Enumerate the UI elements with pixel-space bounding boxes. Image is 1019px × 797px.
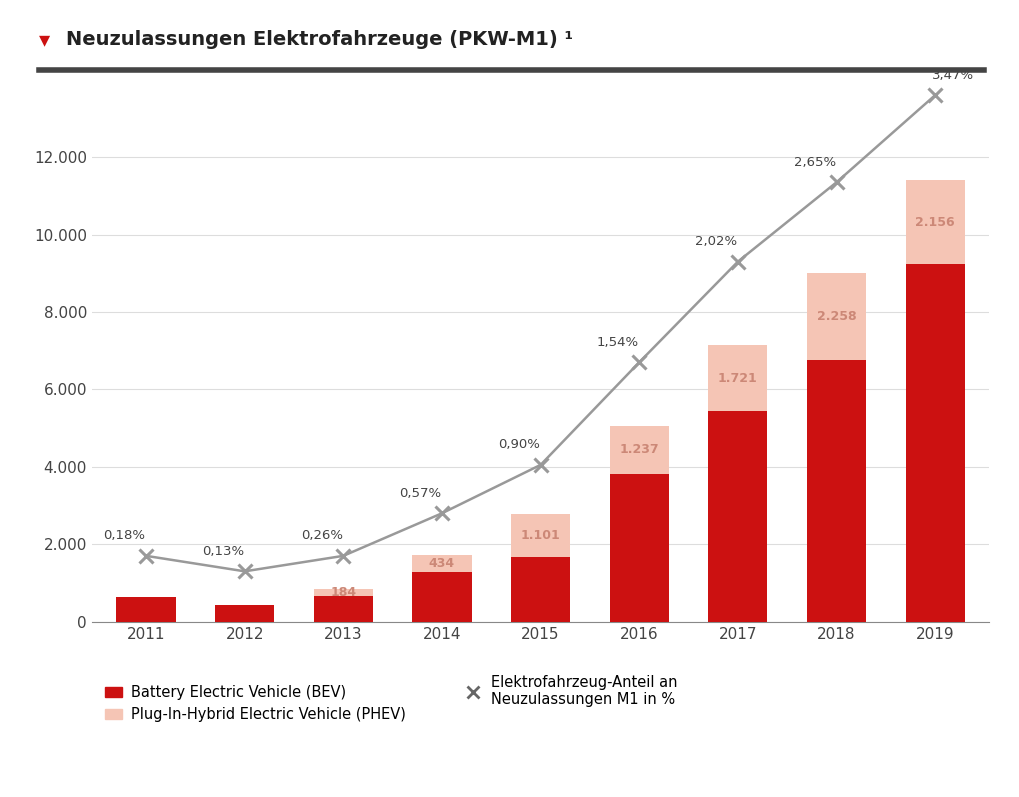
Bar <box>116 597 175 622</box>
Text: 2,65%: 2,65% <box>793 155 835 169</box>
Text: 0,90%: 0,90% <box>497 438 539 451</box>
Bar <box>806 360 865 622</box>
Text: 0,57%: 0,57% <box>398 487 441 500</box>
Text: 1.101: 1.101 <box>521 529 559 542</box>
Bar <box>314 589 373 596</box>
Text: 3.826: 3.826 <box>619 541 658 554</box>
Text: 2,02%: 2,02% <box>694 235 737 248</box>
Bar <box>609 473 668 622</box>
Text: 434: 434 <box>428 557 454 570</box>
Bar <box>412 572 471 622</box>
Bar <box>412 556 471 572</box>
Text: 427: 427 <box>231 607 258 620</box>
Bar <box>707 345 766 411</box>
Bar <box>806 273 865 360</box>
Bar <box>511 557 570 622</box>
Bar <box>905 180 964 264</box>
Bar <box>609 426 668 473</box>
Bar <box>511 514 570 557</box>
Text: 2.156: 2.156 <box>914 216 954 229</box>
Text: Neuzulassungen Elektrofahrzeuge (PKW-M1) ¹: Neuzulassungen Elektrofahrzeuge (PKW-M1)… <box>66 30 573 49</box>
Text: 184: 184 <box>330 587 356 599</box>
Text: 0,13%: 0,13% <box>202 545 244 558</box>
Bar <box>314 596 373 622</box>
Text: 5.433: 5.433 <box>717 510 757 523</box>
Text: 1.237: 1.237 <box>619 443 658 456</box>
Text: 9.242: 9.242 <box>914 436 954 450</box>
Text: 1.721: 1.721 <box>717 371 757 384</box>
Bar <box>215 605 274 622</box>
Text: 3,47%: 3,47% <box>931 69 973 81</box>
Text: 631: 631 <box>132 603 159 616</box>
Text: 1.677: 1.677 <box>521 583 559 595</box>
Text: 0,26%: 0,26% <box>301 529 342 542</box>
Text: ▾: ▾ <box>39 30 50 50</box>
Text: 0,18%: 0,18% <box>103 529 146 542</box>
Text: 1.281: 1.281 <box>422 591 462 603</box>
Text: 654: 654 <box>330 603 356 615</box>
Bar <box>707 411 766 622</box>
Legend: Battery Electric Vehicle (BEV), Plug-In-Hybrid Electric Vehicle (PHEV), Elektrof: Battery Electric Vehicle (BEV), Plug-In-… <box>99 669 683 728</box>
Bar <box>905 264 964 622</box>
Text: 6.757: 6.757 <box>816 485 856 497</box>
Text: 1,54%: 1,54% <box>596 336 638 349</box>
Text: 2.258: 2.258 <box>816 310 856 323</box>
